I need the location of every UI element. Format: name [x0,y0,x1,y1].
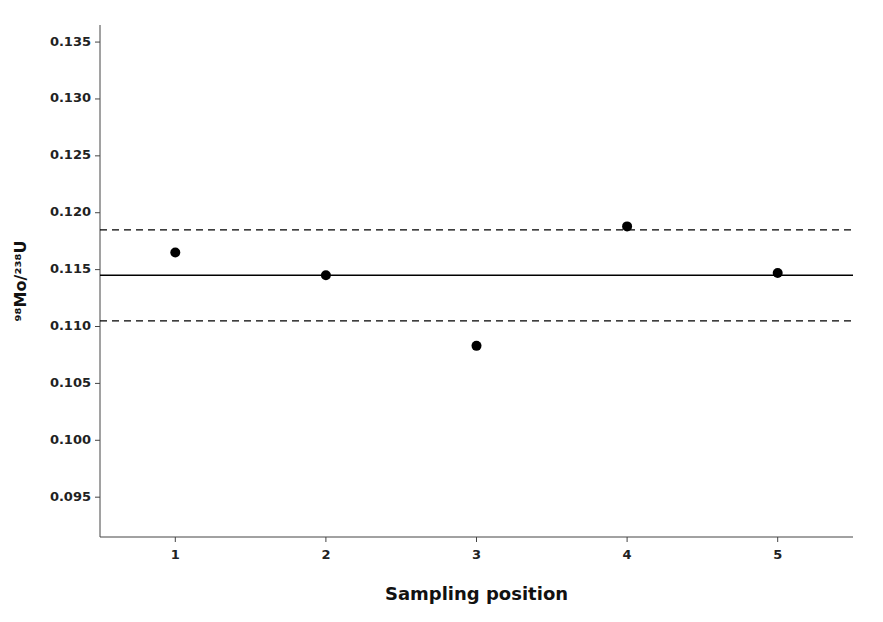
y-tick [95,440,100,441]
plot-area [100,221,853,350]
y-tick-label: 0.135 [50,34,91,49]
data-point [472,341,482,351]
y-tick [95,98,100,99]
y-tick [95,42,100,43]
background [0,0,883,622]
data-point [622,221,632,231]
x-tick-label: 1 [171,547,180,562]
y-axis-label: ⁹⁸Mo/²³⁸U [11,241,30,322]
y-tick [95,383,100,384]
data-point [773,268,783,278]
chart: 0.095 0.100 0.105 0.110 0.115 0.120 0.125 0.130… [0,0,883,622]
x-tick-label: 3 [472,547,481,562]
y-axis-line [100,25,101,537]
x-tick [627,537,628,542]
x-tick [777,537,778,542]
y-tick [95,497,100,498]
x-tick [476,537,477,542]
y-tick [95,326,100,327]
data-point [321,270,331,280]
y-tick-label: 0.120 [50,204,91,219]
x-axis-label: Sampling position [385,583,568,604]
y-tick-label: 0.100 [50,432,91,447]
y-tick-label: 0.095 [50,489,91,504]
reference-line [100,229,853,230]
reference-line [100,275,853,277]
y-tick [95,212,100,213]
y-tick-label: 0.110 [50,318,91,333]
y-tick-label: 0.125 [50,147,91,162]
x-tick [325,537,326,542]
y-tick [95,155,100,156]
x-tick [175,537,176,542]
y-tick-label: 0.105 [50,375,91,390]
y-tick [95,269,100,270]
y-tick-label: 0.115 [50,261,91,276]
data-point [170,248,180,258]
x-tick-label: 4 [623,547,632,562]
x-tick-label: 5 [773,547,782,562]
y-tick-label: 0.130 [50,90,91,105]
x-tick-label: 2 [321,547,330,562]
reference-line [100,320,853,321]
